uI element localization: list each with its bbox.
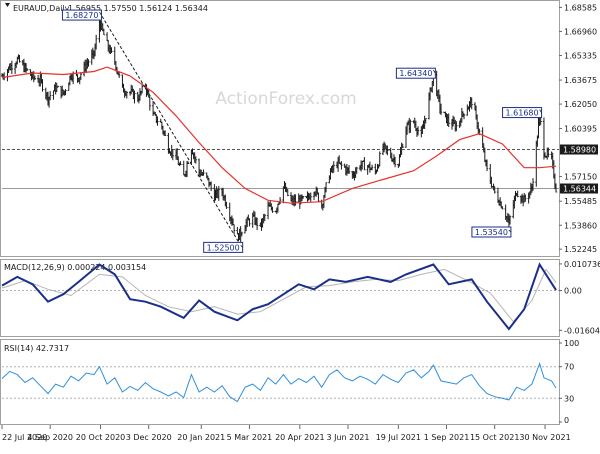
macd-panel-frame (0, 259, 560, 337)
pivot-label-leader (433, 69, 436, 74)
price-panel-frame (0, 0, 560, 257)
price-levels: 1.58980 1.56344 (2, 144, 598, 194)
pivot-label: 1.68270 (65, 11, 98, 20)
resistance-level-tag (560, 144, 598, 155)
moving-average-line (1, 66, 557, 204)
pivot-label: 1.52500 (207, 243, 240, 252)
date-tick-label: 1 Sep 2021 (424, 433, 470, 442)
price-chart-title: EURAUD,Daily (13, 4, 70, 13)
date-tick-label: 20 Apr 2021 (275, 433, 324, 442)
rsi-layer: 100 70 30 0 (1, 339, 579, 425)
rsi-line (1, 361, 557, 403)
pivot-labels: 1.68270 1.52500 1.64340 1.53540 1.61680 (61, 9, 543, 253)
price-tick-label: 1.62050 (564, 100, 597, 109)
rsi-panel-frame (0, 339, 560, 425)
ohlc-readout: 1.56955 1.57550 1.56124 1.56344 (68, 4, 208, 13)
macd-layer: 0.010736 0.00 -0.016046 (1, 260, 600, 335)
macd-panel-title: MACD(12,26,9) 0.000224 0.003154 (4, 263, 146, 272)
pivot-label-leader (508, 229, 512, 233)
macd-signal-line (1, 268, 557, 323)
price-lines (1, 11, 557, 246)
rsi-tick-label: 100 (564, 339, 579, 348)
rsi-tick-label: 30 (564, 394, 574, 403)
pivot-label: 1.53540 (475, 228, 508, 237)
price-tick-label: 1.68585 (564, 3, 597, 12)
date-tick-label: 19 Jul 2021 (376, 433, 421, 442)
watermark-text: ActionForex.com (215, 89, 356, 109)
price-tick-label: 1.55485 (564, 197, 597, 206)
price-tick-label: 1.65335 (564, 51, 597, 60)
macd-line (1, 262, 557, 331)
macd-tick-label: -0.016046 (564, 326, 600, 335)
last-price-label: 1.56344 (563, 185, 596, 194)
macd-tick-label: 0.00 (564, 287, 582, 296)
pivot-label: 1.61680 (506, 109, 539, 118)
date-tick-label: 5 Mar 2021 (227, 433, 273, 442)
date-tick-label: 30 Nov 2021 (519, 433, 570, 442)
downtrend-line (99, 11, 242, 246)
date-tick-label: 3 Dec 2020 (126, 433, 172, 442)
price-panel-title: EURAUD,Daily 1.56955 1.57550 1.56124 1.5… (5, 3, 208, 13)
date-tick-label: 15 Oct 2021 (470, 433, 519, 442)
macd-tick-label: 0.010736 (564, 260, 600, 269)
rsi-panel-title: RSI(14) 42.7317 (4, 344, 69, 353)
price-y-axis: 1.68585 1.66960 1.65335 1.63675 1.62050 1.603… (559, 3, 597, 254)
pivot-label-leader (99, 11, 102, 16)
pivot-label-leader (539, 109, 542, 113)
date-tick-label: 20 Jan 2021 (177, 433, 225, 442)
price-tick-label: 1.57150 (564, 173, 597, 182)
price-tick-label: 1.52245 (564, 245, 597, 254)
rsi-tick-label: 70 (564, 363, 574, 372)
last-price-tag (560, 183, 598, 194)
price-tick-label: 1.60395 (564, 125, 597, 134)
price-tick-label: 1.63675 (564, 76, 597, 85)
price-tick-label: 1.66960 (564, 27, 597, 36)
date-tick-label: 3 Jun 2021 (326, 433, 369, 442)
rsi-tick-label: 0 (564, 416, 569, 425)
date-tick-label: 4 Sep 2020 (27, 433, 73, 442)
date-tick-label: 22 Jul 2020 (2, 433, 47, 442)
date-tick-label: 20 Oct 2020 (76, 433, 125, 442)
resistance-level-label: 1.58980 (563, 146, 596, 155)
price-tick-label: 1.53860 (564, 221, 597, 230)
pivot-label: 1.64340 (399, 69, 432, 78)
pivot-label-leader (240, 245, 243, 248)
